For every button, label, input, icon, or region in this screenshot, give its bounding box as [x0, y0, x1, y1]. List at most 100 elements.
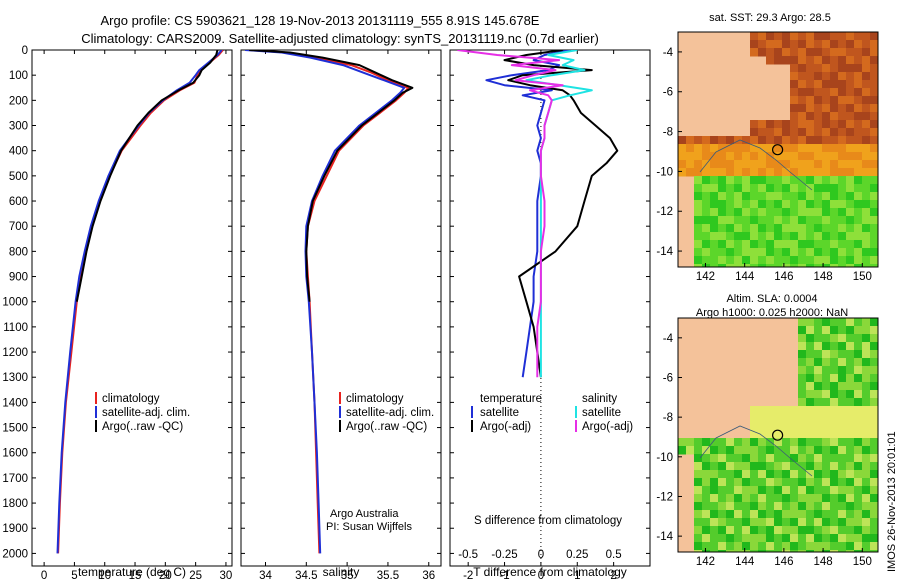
- map-cell: [774, 414, 783, 423]
- y-tick-label: 400: [9, 146, 28, 158]
- map-cell: [854, 342, 863, 351]
- map-cell: [790, 160, 799, 169]
- map-cell: [766, 256, 775, 265]
- map-cell: [710, 462, 719, 471]
- x-tick-label: -1: [499, 570, 509, 580]
- map-cell: [702, 168, 711, 177]
- map-cell: [774, 518, 783, 527]
- map-cell: [806, 398, 815, 407]
- map-cell: [830, 48, 839, 57]
- map-cell: [774, 32, 783, 41]
- map-cell: [774, 40, 783, 49]
- map-cell: [830, 32, 839, 41]
- map-cell: [758, 240, 767, 249]
- y-tick-label: 2000: [2, 548, 28, 560]
- map-cell: [766, 136, 775, 145]
- map-cell: [822, 264, 831, 267]
- map-cell: [790, 176, 799, 185]
- map-cell: [870, 526, 878, 535]
- map-cell: [870, 56, 878, 65]
- map-cell: [822, 462, 831, 471]
- difference-xlabel-top: S difference from climatology: [474, 515, 622, 527]
- map-cell: [830, 56, 839, 65]
- map-cell: [758, 40, 767, 49]
- map-cell: [846, 542, 855, 551]
- map-cell: [822, 350, 831, 359]
- legend-label-t-satellite: satellite: [480, 407, 519, 419]
- map-cell: [846, 518, 855, 527]
- map-cell: [702, 136, 711, 145]
- map-cell: [774, 136, 783, 145]
- map-cell: [782, 462, 791, 471]
- map-cell: [718, 208, 727, 217]
- map-cell: [798, 208, 807, 217]
- x-tick-label: 15: [129, 570, 142, 580]
- map-cell: [742, 534, 751, 543]
- map-cell: [790, 454, 799, 463]
- map-cell: [710, 438, 719, 447]
- map-cell: [774, 216, 783, 225]
- map-cell: [766, 176, 775, 185]
- map-cell: [742, 224, 751, 233]
- map-cell: [702, 526, 711, 535]
- map-cell: [710, 454, 719, 463]
- map-cell: [750, 406, 759, 415]
- map-cell: [806, 390, 815, 399]
- map-cell: [830, 518, 839, 527]
- map-cell: [854, 264, 863, 267]
- map-cell: [814, 526, 823, 535]
- map-cell: [758, 526, 767, 535]
- map-cell: [694, 144, 703, 153]
- map-cell: [798, 224, 807, 233]
- map-cell: [830, 64, 839, 73]
- map-cell: [854, 534, 863, 543]
- map-cell: [798, 446, 807, 455]
- map-cell: [782, 518, 791, 527]
- map-cell: [790, 88, 799, 97]
- map-cell: [822, 438, 831, 447]
- x-tick-label: 34: [259, 570, 272, 580]
- map-cell: [726, 486, 735, 495]
- map-cell: [758, 494, 767, 503]
- map-cell: [774, 542, 783, 551]
- map-cell: [838, 176, 847, 185]
- map-cell: [750, 502, 759, 511]
- map-cell: [702, 144, 711, 153]
- map-cell: [870, 422, 878, 431]
- map-cell: [742, 208, 751, 217]
- map-cell: [814, 200, 823, 209]
- figure-title-line2: Climatology: CARS2009. Satellite-adjuste…: [81, 31, 599, 46]
- map-cell: [838, 104, 847, 113]
- map-cell: [782, 200, 791, 209]
- map-cell: [822, 104, 831, 113]
- map-cell: [862, 454, 871, 463]
- map-cell: [814, 232, 823, 241]
- map-cell: [726, 240, 735, 249]
- map-cell: [710, 192, 719, 201]
- map-cell: [854, 454, 863, 463]
- map-cell: [862, 550, 871, 552]
- map-cell: [742, 494, 751, 503]
- map-cell: [758, 120, 767, 129]
- map-cell: [814, 88, 823, 97]
- map-cell: [846, 120, 855, 129]
- map-cell: [710, 216, 719, 225]
- map-cell: [870, 128, 878, 137]
- difference-plot-frame: [449, 49, 651, 567]
- map-cell: [830, 248, 839, 257]
- map-cell: [870, 216, 878, 225]
- map-cell: [758, 136, 767, 145]
- map-cell: [846, 390, 855, 399]
- map-cell: [814, 510, 823, 519]
- map-cell: [718, 176, 727, 185]
- map-cell: [854, 152, 863, 161]
- map-cell: [798, 390, 807, 399]
- map-cell: [694, 136, 703, 145]
- map-cell: [790, 414, 799, 423]
- map-cell: [854, 120, 863, 129]
- map-cell: [710, 224, 719, 233]
- map-cell: [766, 128, 775, 137]
- map-cell: [806, 550, 815, 552]
- map-cell: [766, 232, 775, 241]
- map-cell: [694, 550, 703, 552]
